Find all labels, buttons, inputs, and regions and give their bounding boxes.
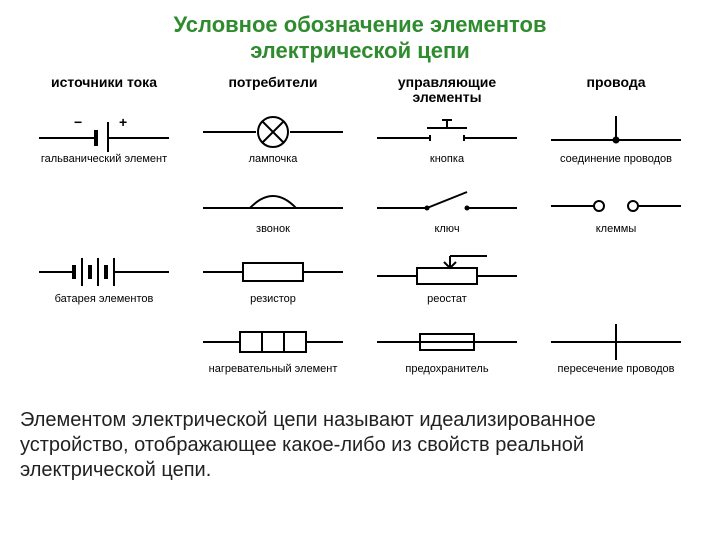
plus-sign: +	[119, 114, 127, 130]
label-resistor: резистор	[250, 294, 296, 306]
label-junction: соединение проводов	[560, 154, 672, 166]
cell-bell: звонок	[188, 182, 358, 250]
label-battery: батарея элементов	[55, 294, 154, 306]
symbol-resistor	[198, 252, 348, 292]
cell-empty-1	[24, 182, 184, 250]
symbol-key	[372, 182, 522, 222]
label-crossing: пересечение проводов	[558, 364, 675, 376]
symbol-crossing	[546, 322, 686, 362]
symbol-junction	[546, 112, 686, 152]
label-key: ключ	[434, 224, 459, 236]
symbol-rheostat	[372, 252, 522, 292]
symbol-terminals	[546, 182, 686, 222]
symbol-lamp	[198, 112, 348, 152]
label-fuse: предохранитель	[405, 364, 488, 376]
cell-lamp: лампочка	[188, 112, 358, 180]
label-lamp: лампочка	[249, 154, 298, 166]
symbol-galvanic: − +	[34, 112, 174, 152]
label-bell: звонок	[256, 224, 290, 236]
cell-battery: батарея элементов	[24, 252, 184, 320]
col-header-wires: провода	[536, 75, 696, 110]
cell-junction: соединение проводов	[536, 112, 696, 180]
cell-galvanic: − + гальванический элемент	[24, 112, 184, 180]
cell-crossing: пересечение проводов	[536, 322, 696, 390]
symbol-button	[372, 112, 522, 152]
label-terminals: клеммы	[596, 224, 637, 236]
symbol-battery	[34, 252, 174, 292]
title-line-1: Условное обозначение элементов	[174, 12, 547, 37]
label-button: кнопка	[430, 154, 464, 166]
minus-sign: −	[74, 114, 82, 130]
symbol-bell	[198, 182, 348, 222]
cell-empty-3	[24, 322, 184, 390]
title-line-2: электрической цепи	[250, 38, 470, 63]
cell-terminals: клеммы	[536, 182, 696, 250]
col-header-consumers: потребители	[188, 75, 358, 110]
symbol-fuse	[372, 322, 522, 362]
symbol-grid: источники тока потребители управляющие э…	[20, 75, 700, 390]
cell-resistor: резистор	[188, 252, 358, 320]
cell-button: кнопка	[362, 112, 532, 180]
cell-empty-2	[536, 252, 696, 320]
cell-key: ключ	[362, 182, 532, 250]
cell-rheostat: реостат	[362, 252, 532, 320]
label-rheostat: реостат	[427, 294, 467, 306]
cell-fuse: предохранитель	[362, 322, 532, 390]
col-header-controls: управляющие элементы	[362, 75, 532, 110]
label-galvanic: гальванический элемент	[41, 154, 167, 166]
definition-text: Элементом электрической цепи называют ид…	[20, 408, 700, 483]
page-title: Условное обозначение элементов электриче…	[20, 12, 700, 65]
symbol-heater	[198, 322, 348, 362]
col-header-sources: источники тока	[24, 75, 184, 110]
label-heater: нагревательный элемент	[209, 364, 338, 376]
cell-heater: нагревательный элемент	[188, 322, 358, 390]
